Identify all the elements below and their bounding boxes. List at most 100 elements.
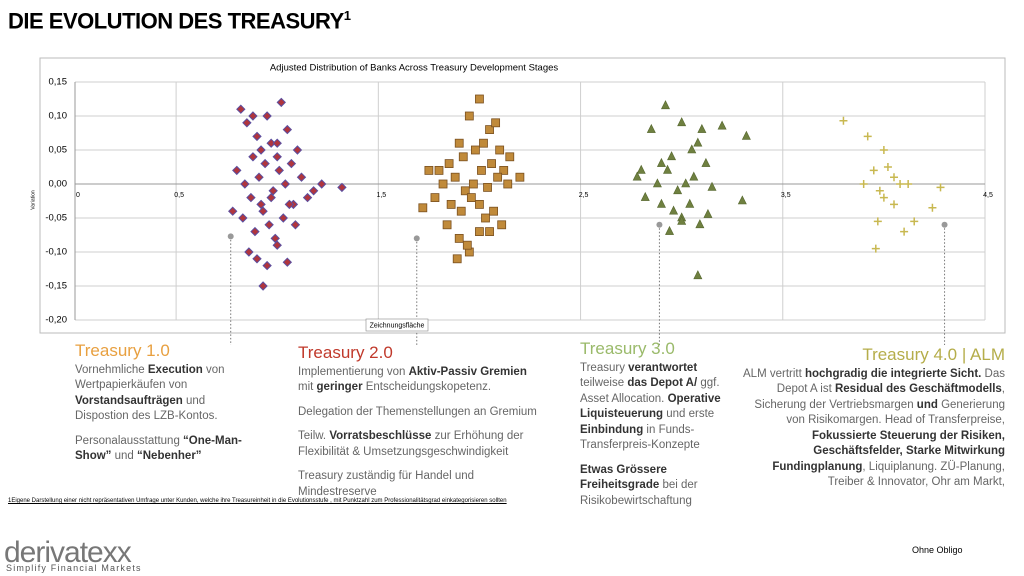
bold-run: Etwas Grössere Freiheitsgrade <box>580 463 667 492</box>
bold-run: Vorstandsaufträgen <box>75 394 183 407</box>
bold-run: Operative Liquisteuerung <box>580 392 721 421</box>
point <box>282 124 293 135</box>
x-tick-label: 2,5 <box>579 192 589 199</box>
point <box>250 226 260 237</box>
bold-run: und <box>916 398 938 411</box>
logo: derivatexx <box>4 536 132 569</box>
text-run: ALM vertritt <box>743 367 805 380</box>
point <box>910 217 919 226</box>
point <box>236 104 246 114</box>
point <box>693 137 703 147</box>
point <box>741 130 751 140</box>
point <box>246 192 256 203</box>
point <box>438 179 448 189</box>
point <box>308 186 319 196</box>
point <box>703 208 713 218</box>
point <box>468 179 478 189</box>
tagline: Simplify Financial Markets <box>6 563 142 573</box>
disclaimer: Ohne Obligo <box>912 545 963 555</box>
text-run: und erste <box>663 408 715 420</box>
point <box>424 165 434 175</box>
bold-run: Execution <box>147 363 203 376</box>
y-tick-label: -0,05 <box>45 213 67 224</box>
point <box>661 100 670 110</box>
x-tick-label: 0 <box>76 192 80 199</box>
text-run: Treasury <box>580 361 629 374</box>
point <box>278 213 288 223</box>
point <box>232 165 242 176</box>
column: Treasury 2.0 Implementierung von Aktiv-Pa… <box>298 344 543 509</box>
point <box>256 199 266 210</box>
point <box>272 240 282 250</box>
tooltip: Zeichnungsfläche <box>370 322 425 329</box>
point <box>430 193 440 203</box>
point <box>701 157 711 167</box>
bold-run: Residual des Geschäftmodells <box>834 383 1002 395</box>
point <box>863 132 872 141</box>
y-tick-label: 0,00 <box>49 179 68 190</box>
point <box>238 213 248 223</box>
column-heading: Treasury 4.0 | ALM <box>862 345 1005 364</box>
point <box>487 159 496 169</box>
pointer-dot <box>941 221 948 228</box>
paragraph: Teilw. Vorratsbeschlüsse zur Erhöhung de… <box>298 429 543 460</box>
bold-run: hochgradig die integrierte Sicht. <box>804 367 982 380</box>
title-sup: 1 <box>343 8 351 23</box>
point <box>292 145 303 155</box>
paragraph: Personalausstattung “One-Man-Show” und “… <box>75 434 245 465</box>
point <box>434 165 444 175</box>
point <box>280 179 291 189</box>
point <box>737 195 747 205</box>
point <box>475 199 484 209</box>
text-run: Delegation der Themenstellungen an Gremi… <box>298 405 537 418</box>
point <box>258 206 268 216</box>
point <box>505 152 515 162</box>
text-run: , Liquiplanung. ZÜ-Planung, Treiber & In… <box>827 460 1005 489</box>
paragraph: Treasury zuständig für Handel und Mindes… <box>298 469 543 500</box>
point <box>481 213 490 223</box>
point <box>272 152 282 162</box>
point <box>258 281 268 291</box>
point <box>475 94 484 104</box>
bold-run: Fokussierte Steuerung der Risiken, Gesch… <box>772 429 1005 473</box>
point <box>495 145 505 155</box>
point <box>479 138 488 148</box>
point <box>228 206 238 216</box>
y-tick-label: 0,15 <box>49 77 68 88</box>
point <box>483 182 492 192</box>
point <box>499 165 509 175</box>
chart-frame <box>39 57 1006 334</box>
point <box>883 163 892 171</box>
point <box>697 123 707 133</box>
point <box>456 206 466 216</box>
paragraph: Implementierung von Aktiv-Passiv Gremien… <box>298 365 543 396</box>
column: Treasury 3.0 Treasury verantwortet teilwe… <box>580 340 740 518</box>
point <box>928 203 937 212</box>
point <box>446 199 456 209</box>
text-run: Teilw. <box>298 430 330 442</box>
y-tick-label: 0,10 <box>49 111 68 122</box>
point <box>254 172 264 182</box>
point <box>450 172 460 182</box>
point <box>454 233 464 243</box>
point <box>717 120 727 130</box>
point <box>337 182 347 193</box>
y-tick-label: -0,10 <box>45 247 67 258</box>
x-tick-label: 1,5 <box>376 192 386 199</box>
text-run: Das Depot A ist <box>776 367 1005 396</box>
point <box>869 166 878 175</box>
tooltip-box <box>365 318 429 332</box>
point <box>900 227 909 236</box>
point <box>317 179 327 189</box>
point <box>475 227 484 237</box>
y-tick-label: -0,15 <box>45 281 67 292</box>
point <box>673 185 683 195</box>
point <box>890 200 898 209</box>
point <box>418 203 428 213</box>
point <box>681 178 691 188</box>
point <box>268 186 278 196</box>
point <box>256 145 266 155</box>
paragraph: ALM vertritt hochgradig die integrierte … <box>740 367 1005 491</box>
text-run: mit <box>298 381 317 393</box>
point <box>707 181 717 191</box>
